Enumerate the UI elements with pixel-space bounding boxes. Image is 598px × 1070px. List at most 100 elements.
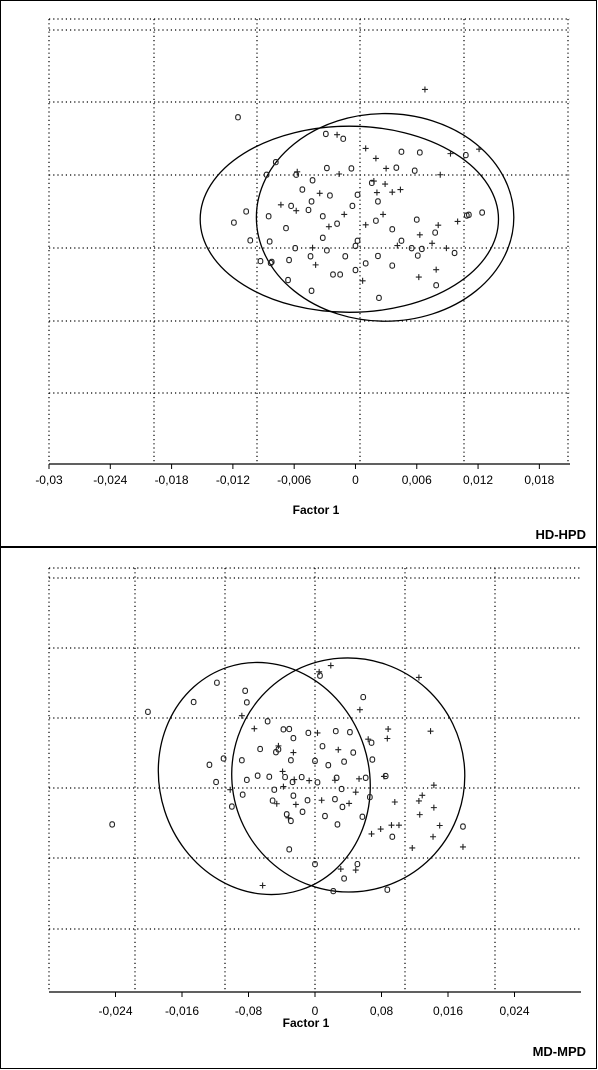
point-plus bbox=[370, 178, 377, 185]
point-circle bbox=[376, 294, 382, 302]
point-circle bbox=[347, 729, 353, 736]
point-plus bbox=[427, 728, 434, 735]
point-circle bbox=[414, 252, 421, 259]
point-circle bbox=[337, 271, 343, 278]
point-circle bbox=[338, 785, 345, 793]
point-plus bbox=[291, 776, 298, 783]
point-plus bbox=[436, 822, 443, 829]
point-circle bbox=[408, 245, 415, 252]
point-plus bbox=[373, 189, 380, 196]
point-circle bbox=[242, 687, 249, 694]
data-points bbox=[231, 86, 485, 302]
point-plus bbox=[336, 171, 343, 178]
point-circle bbox=[286, 846, 293, 853]
point-circle bbox=[324, 247, 330, 254]
x-tick-label: -0,03 bbox=[35, 473, 63, 487]
panel-label: MD-MPD bbox=[533, 1044, 586, 1059]
point-plus bbox=[259, 882, 266, 889]
point-circle bbox=[288, 202, 294, 210]
point-circle bbox=[354, 860, 361, 868]
point-circle bbox=[109, 821, 116, 828]
point-circle bbox=[433, 282, 440, 289]
point-circle bbox=[280, 726, 287, 733]
point-circle bbox=[354, 191, 361, 198]
point-circle bbox=[322, 130, 329, 138]
point-plus bbox=[331, 777, 338, 784]
x-axis: -0,03 -0,024 -0,018 -0,012 -0,006 0 0,006 0,012… bbox=[35, 463, 570, 487]
point-circle bbox=[384, 886, 391, 893]
point-plus bbox=[380, 773, 387, 780]
point-circle bbox=[267, 259, 274, 267]
point-circle bbox=[398, 148, 405, 155]
point-plus bbox=[346, 800, 353, 807]
point-circle bbox=[341, 758, 347, 765]
x-tick-label: -0,018 bbox=[155, 473, 189, 487]
point-circle bbox=[269, 797, 276, 804]
point-plus bbox=[437, 171, 444, 178]
point-circle bbox=[305, 729, 312, 737]
point-circle bbox=[349, 202, 356, 210]
point-plus bbox=[251, 725, 258, 732]
point-plus bbox=[383, 165, 390, 172]
point-circle bbox=[340, 135, 347, 142]
point-circle bbox=[213, 778, 219, 786]
point-plus bbox=[435, 222, 442, 229]
point-plus bbox=[327, 662, 334, 669]
point-circle bbox=[268, 258, 275, 266]
point-circle bbox=[362, 774, 369, 781]
grid bbox=[48, 18, 570, 464]
point-circle bbox=[416, 149, 423, 156]
point-circle bbox=[272, 158, 279, 166]
point-circle bbox=[309, 177, 316, 184]
point-plus bbox=[430, 782, 437, 789]
scatter-plot-hd-hpd: -0,03 -0,024 -0,018 -0,012 -0,006 0 0,006 0,012… bbox=[35, 18, 586, 542]
x-tick-label: -0,006 bbox=[277, 473, 311, 487]
x-tick-label: -0,024 bbox=[93, 473, 127, 487]
point-circle bbox=[283, 811, 290, 818]
point-plus bbox=[377, 826, 384, 833]
point-plus bbox=[415, 674, 422, 681]
point-plus bbox=[352, 867, 359, 874]
point-circle bbox=[322, 812, 328, 820]
point-circle bbox=[190, 698, 197, 706]
grid bbox=[48, 567, 581, 992]
point-circle bbox=[307, 253, 314, 260]
point-plus bbox=[334, 131, 341, 138]
point-circle bbox=[319, 234, 326, 241]
point-circle bbox=[375, 252, 381, 260]
ellipse-1 bbox=[199, 125, 500, 313]
point-circle bbox=[325, 762, 332, 769]
point-circle bbox=[319, 213, 326, 220]
point-circle bbox=[243, 699, 250, 706]
point-plus bbox=[280, 783, 287, 790]
point-plus bbox=[459, 843, 466, 850]
point-plus bbox=[454, 218, 461, 225]
point-plus bbox=[365, 736, 372, 743]
point-plus bbox=[421, 86, 428, 93]
point-circle bbox=[373, 217, 379, 224]
point-circle bbox=[348, 165, 355, 172]
point-circle bbox=[243, 776, 250, 784]
point-circle bbox=[231, 219, 237, 226]
point-plus bbox=[314, 729, 321, 736]
point-circle bbox=[214, 679, 220, 686]
point-circle bbox=[342, 253, 349, 260]
point-plus bbox=[227, 786, 234, 793]
point-plus bbox=[238, 712, 245, 719]
x-axis: -0,024 -0,016 -0,08 0 0,08 0,016 0,024 bbox=[49, 991, 581, 1018]
point-circle bbox=[292, 245, 299, 252]
point-circle bbox=[419, 245, 425, 253]
x-tick-label: 0,016 bbox=[433, 1004, 463, 1018]
point-circle bbox=[243, 208, 250, 215]
point-plus bbox=[306, 777, 313, 784]
point-circle bbox=[312, 860, 318, 868]
point-plus bbox=[352, 789, 359, 796]
point-circle bbox=[350, 749, 357, 756]
point-plus bbox=[385, 726, 392, 733]
point-plus bbox=[359, 277, 366, 284]
point-plus bbox=[316, 668, 323, 675]
point-circle bbox=[298, 773, 305, 781]
point-plus bbox=[443, 245, 450, 252]
point-circle bbox=[265, 213, 272, 220]
point-circle bbox=[359, 813, 366, 820]
